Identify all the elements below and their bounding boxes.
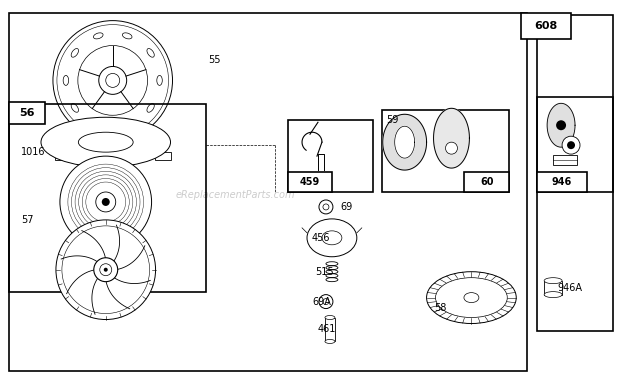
Bar — [382, 110, 509, 192]
Text: 459: 459 — [300, 177, 320, 187]
Circle shape — [94, 258, 118, 282]
Ellipse shape — [435, 278, 507, 318]
Text: 69A: 69A — [312, 297, 331, 307]
Ellipse shape — [78, 132, 133, 152]
Bar — [544, 281, 562, 294]
Text: 608: 608 — [534, 21, 558, 31]
Ellipse shape — [325, 315, 335, 320]
Bar — [288, 172, 332, 192]
Circle shape — [319, 294, 333, 309]
Circle shape — [446, 142, 458, 154]
Bar — [9, 105, 206, 291]
Circle shape — [95, 192, 116, 212]
Text: 58: 58 — [435, 302, 447, 313]
Ellipse shape — [464, 293, 479, 302]
Text: 69: 69 — [340, 202, 352, 212]
Text: 515: 515 — [315, 267, 334, 277]
Bar — [9, 13, 527, 371]
Ellipse shape — [544, 278, 562, 283]
Ellipse shape — [41, 117, 170, 167]
Text: 456: 456 — [312, 233, 330, 243]
Bar — [154, 152, 170, 160]
Circle shape — [62, 226, 149, 314]
Text: 461: 461 — [318, 325, 336, 334]
Circle shape — [562, 136, 580, 154]
Text: 946A: 946A — [557, 283, 582, 293]
Bar — [537, 172, 587, 192]
Polygon shape — [433, 108, 469, 168]
Circle shape — [100, 264, 112, 276]
Ellipse shape — [325, 339, 335, 344]
Ellipse shape — [427, 272, 516, 323]
Text: 59: 59 — [386, 115, 398, 125]
Bar — [537, 97, 613, 192]
Bar — [521, 13, 571, 38]
Bar — [553, 155, 577, 165]
Bar — [288, 120, 373, 192]
Ellipse shape — [322, 231, 342, 245]
Bar — [325, 318, 335, 342]
Text: 56: 56 — [19, 108, 35, 118]
Text: 57: 57 — [21, 215, 33, 225]
Circle shape — [556, 120, 566, 130]
Circle shape — [102, 198, 110, 206]
Polygon shape — [395, 126, 415, 158]
Circle shape — [104, 268, 108, 272]
Bar — [55, 152, 71, 160]
Text: 946: 946 — [552, 177, 572, 187]
Bar — [464, 172, 509, 192]
Circle shape — [56, 220, 156, 320]
Text: 60: 60 — [480, 177, 494, 187]
Polygon shape — [383, 114, 427, 170]
Bar — [9, 102, 45, 124]
Circle shape — [567, 141, 575, 149]
Text: eReplacementParts.com: eReplacementParts.com — [175, 190, 295, 200]
Circle shape — [319, 200, 333, 214]
Text: 1016: 1016 — [21, 147, 45, 157]
Circle shape — [60, 156, 151, 248]
Bar — [537, 15, 613, 331]
Ellipse shape — [544, 291, 562, 298]
Text: 55: 55 — [208, 55, 221, 65]
Ellipse shape — [307, 219, 357, 257]
Polygon shape — [547, 103, 575, 147]
